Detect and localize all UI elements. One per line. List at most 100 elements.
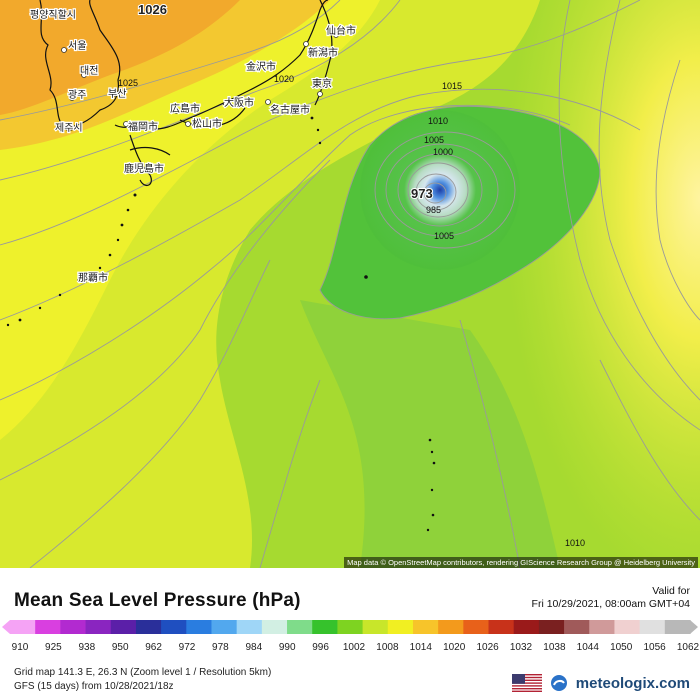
scale-tick-label: 984	[245, 642, 262, 653]
high-center-value: 1026	[138, 2, 167, 17]
isobar-label: 1010	[565, 538, 585, 548]
scale-tick-label: 996	[312, 642, 329, 653]
color-scale-bar	[2, 620, 698, 634]
isobar-label: 1000	[433, 147, 453, 157]
city-label: 仙台市	[326, 24, 356, 37]
color-swatch	[538, 620, 565, 634]
color-swatch	[614, 620, 641, 634]
color-swatch	[513, 620, 540, 634]
city-label: 新潟市	[308, 46, 338, 59]
scale-tick-label: 972	[179, 642, 196, 653]
color-swatch	[161, 620, 187, 634]
color-swatch	[337, 620, 364, 634]
color-swatch	[438, 620, 464, 634]
color-swatch	[85, 620, 112, 634]
legend-title: Mean Sea Level Pressure (hPa)	[14, 590, 301, 611]
city-label: 대전	[80, 65, 98, 77]
typhoon-center	[360, 110, 520, 270]
color-swatch	[564, 620, 590, 634]
islands	[6, 116, 436, 532]
color-swatch	[362, 620, 389, 634]
south-trough	[300, 300, 560, 568]
scale-tick-label: 1026	[476, 642, 499, 653]
city-label: 福岡市	[128, 120, 158, 133]
color-swatch	[186, 620, 213, 634]
model-info: Grid map 141.3 E, 26.3 N (Zoom level 1 /…	[14, 666, 271, 694]
city-label: 名古屋市	[270, 103, 310, 116]
scale-arrow-left	[2, 620, 10, 634]
high-pressure-core	[0, 0, 240, 115]
isobar-label: 1005	[434, 231, 454, 241]
color-swatch	[211, 620, 238, 634]
color-swatch	[10, 620, 36, 634]
valid-time-block: Valid for Fri 10/29/2021, 08:00am GMT+04	[532, 585, 690, 611]
color-swatch	[287, 620, 313, 634]
scale-tick-label: 910	[12, 642, 29, 653]
isobar-label: 1020	[274, 74, 294, 84]
city-label: 제주시	[55, 122, 83, 134]
run-info: GFS (15 days) from 10/28/2021/18z	[14, 681, 174, 692]
city-label: 광주	[68, 89, 86, 101]
scale-tick-label: 978	[212, 642, 229, 653]
city-label: 広島市	[170, 102, 200, 115]
color-swatch	[589, 620, 616, 634]
city-label: 부산	[108, 88, 126, 100]
color-swatch	[463, 620, 490, 634]
scale-tick-label: 1014	[410, 642, 433, 653]
us-flag-icon[interactable]	[511, 674, 542, 692]
color-swatch	[135, 620, 162, 634]
legend-panel: Mean Sea Level Pressure (hPa) Valid for …	[0, 568, 700, 700]
isobar-lines	[0, 0, 700, 568]
scale-tick-label: 950	[112, 642, 129, 653]
color-swatch	[236, 620, 263, 634]
coastlines	[39, 0, 333, 187]
scale-tick-label: 925	[45, 642, 62, 653]
map-attribution: Map data © OpenStreetMap contributors, r…	[344, 557, 698, 568]
scale-tick-label: 1062	[677, 642, 700, 653]
scale-tick-label: 1038	[543, 642, 566, 653]
city-label: 大阪市	[224, 96, 254, 109]
city-label: 서울	[68, 40, 86, 52]
color-swatch	[664, 620, 691, 634]
brand[interactable]: meteologix.com	[511, 674, 690, 692]
color-swatch	[35, 620, 61, 634]
meteologix-logo-icon	[550, 675, 567, 691]
city-label: 평양직할시	[30, 9, 76, 21]
city-label: 那覇市	[78, 271, 108, 284]
scale-tick-label: 962	[145, 642, 162, 653]
city-label: 東京	[312, 77, 332, 90]
color-swatch	[60, 620, 87, 634]
scale-tick-label: 1020	[443, 642, 466, 653]
scale-tick-label: 1050	[610, 642, 633, 653]
scale-tick-label: 1008	[376, 642, 399, 653]
isobar-label: 1025	[118, 78, 138, 88]
scale-tick-label: 938	[78, 642, 95, 653]
color-scale: 910 925 938 950 962 972 978 984 990 996 1002 1008 10…	[2, 620, 700, 653]
color-swatch	[387, 620, 414, 634]
city-label: 鹿児島市	[124, 162, 164, 175]
isobar-label: 985	[426, 205, 441, 215]
color-swatch	[261, 620, 288, 634]
color-swatch	[488, 620, 515, 634]
color-swatch	[110, 620, 137, 634]
scale-tick-label: 990	[279, 642, 296, 653]
pressure-map[interactable]: 평양직할시 서울 대전 광주 부산 제주시 福岡市 広島市 松山市 大阪市 金沢…	[0, 0, 700, 568]
scale-tick-label: 1032	[510, 642, 533, 653]
color-swatch	[639, 620, 666, 634]
city-markers	[31, 13, 339, 283]
grid-info: Grid map 141.3 E, 26.3 N (Zoom level 1 /…	[14, 667, 272, 678]
valid-label: Valid for	[652, 585, 690, 597]
city-label: 金沢市	[246, 60, 276, 73]
color-swatch	[412, 620, 439, 634]
valid-time: Fri 10/29/2021, 08:00am GMT+04	[531, 598, 690, 610]
color-swatch	[312, 620, 339, 634]
city-label: 松山市	[192, 117, 222, 130]
isobar-label: 1010	[428, 116, 448, 126]
isobar-label: 1015	[442, 81, 462, 91]
map-canvas: 평양직할시 서울 대전 광주 부산 제주시 福岡市 広島市 松山市 大阪市 金沢…	[0, 0, 700, 568]
scale-arrow-right	[690, 620, 698, 634]
color-scale-ticks: 910 925 938 950 962 972 978 984 990 996 1002 1008 10…	[12, 642, 700, 653]
scale-tick-label: 1056	[643, 642, 666, 653]
brand-name: meteologix.com	[575, 674, 690, 692]
scale-tick-label: 1044	[577, 642, 600, 653]
